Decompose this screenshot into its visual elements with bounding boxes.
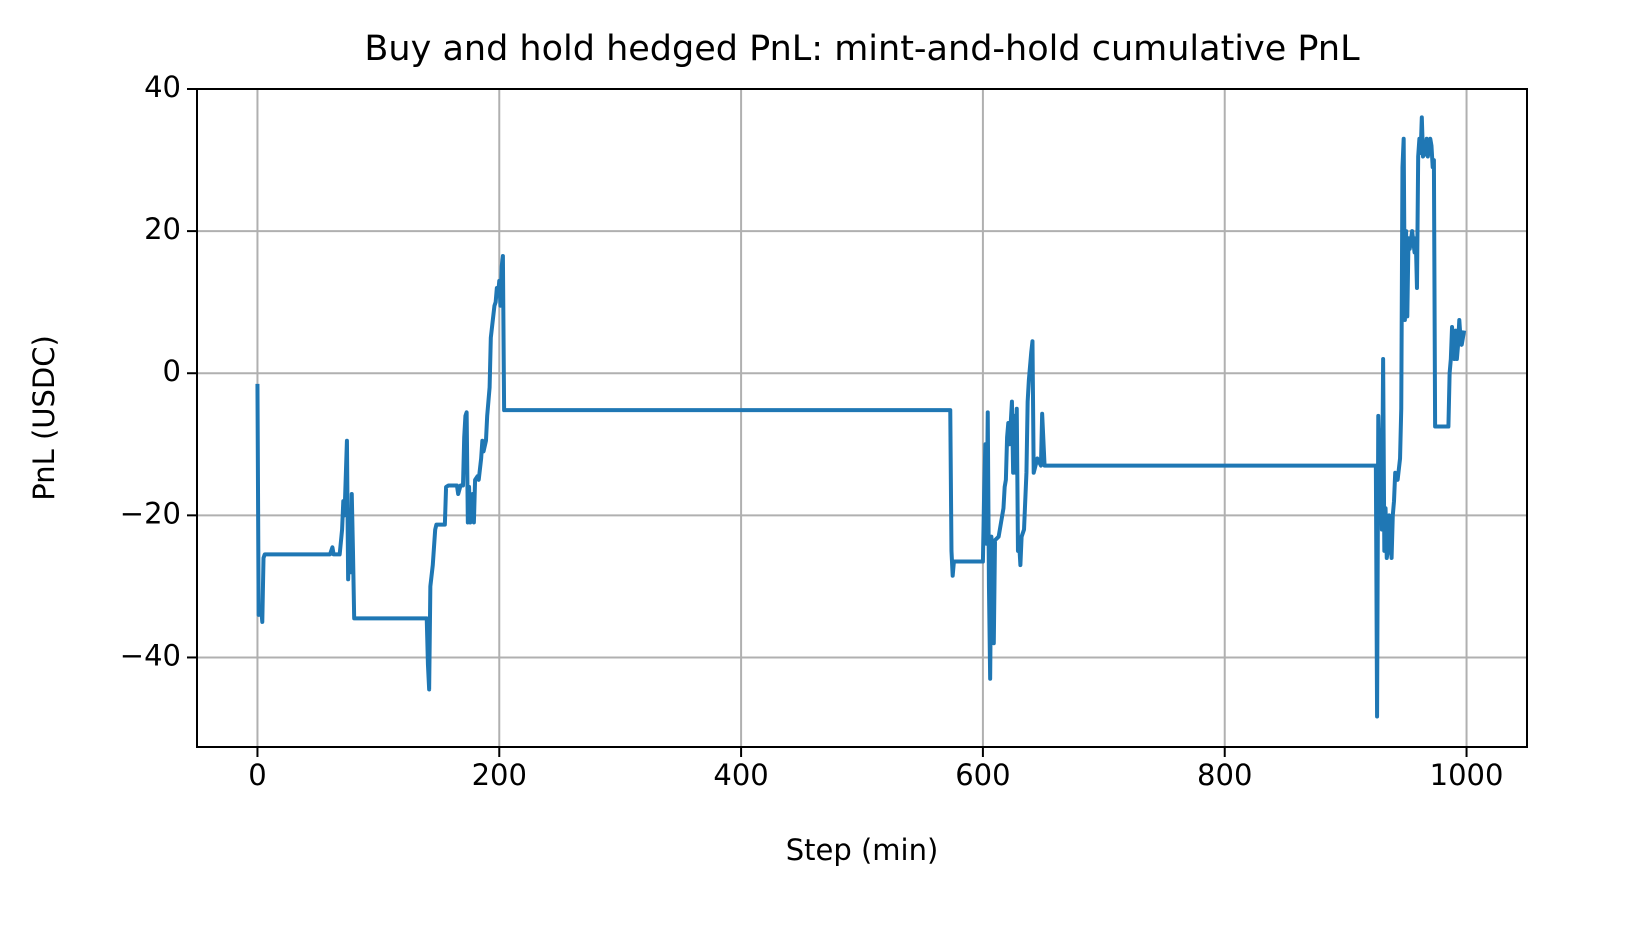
x-tick-label: 0	[248, 758, 266, 792]
y-axis-label: PnL (USDC)	[27, 335, 61, 501]
x-tick-label: 1000	[1430, 758, 1504, 792]
x-axis-label: Step (min)	[786, 833, 939, 867]
x-tick-label: 400	[713, 758, 768, 792]
y-tick-label: −20	[120, 496, 181, 530]
y-tick-label: −40	[120, 638, 181, 672]
y-tick-label: 20	[144, 212, 181, 246]
data-line	[255, 115, 1467, 719]
plot-area: 0 200 400 600 800 1000 −40 −20 0 20 40	[120, 70, 1528, 792]
x-tick-label: 800	[1197, 758, 1252, 792]
y-tick-label: 0	[163, 354, 181, 388]
x-tick-label: 600	[955, 758, 1010, 792]
x-tick-label: 200	[472, 758, 527, 792]
chart-title: Buy and hold hedged PnL: mint-and-hold c…	[364, 29, 1360, 69]
y-tick-label: 40	[144, 70, 181, 104]
axes-frame	[196, 88, 1528, 748]
